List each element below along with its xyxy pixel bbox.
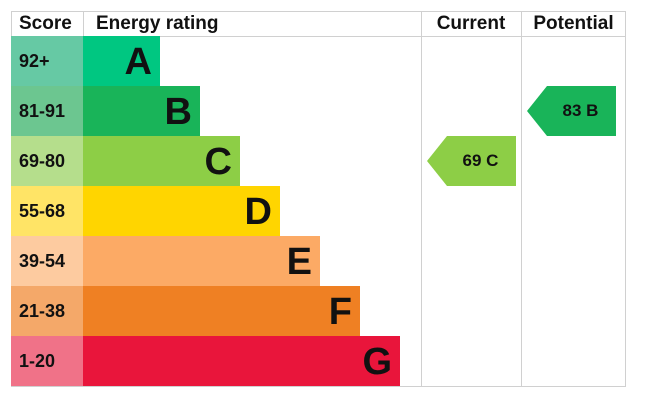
header-energy-rating: Energy rating (96, 13, 219, 34)
score-range-a: 92+ (11, 36, 83, 86)
header-score: Score (19, 13, 72, 34)
score-range-b: 81-91 (11, 86, 83, 136)
score-range-c: 69-80 (11, 136, 83, 186)
divider-potential (521, 11, 522, 387)
rating-bar-g: G (83, 336, 400, 386)
score-range-g: 1-20 (11, 336, 83, 386)
header-bottom (11, 36, 626, 37)
score-range-f: 21-38 (11, 286, 83, 336)
rating-bar-f: F (83, 286, 360, 336)
divider-current (421, 11, 422, 387)
rating-bar-d: D (83, 186, 280, 236)
rating-bar-a: A (83, 36, 160, 86)
rating-bar-c: C (83, 136, 240, 186)
rating-bar-b: B (83, 86, 200, 136)
border-right (625, 11, 626, 387)
current-rating-arrow: 69 C (427, 136, 516, 186)
potential-rating-arrow: 83 B (527, 86, 616, 136)
header-potential: Potential (533, 13, 614, 34)
border-top (11, 11, 626, 12)
rating-bar-e: E (83, 236, 320, 286)
score-range-e: 39-54 (11, 236, 83, 286)
divider-score (83, 11, 84, 36)
border-bottom (11, 386, 626, 387)
header-current: Current (436, 13, 506, 34)
score-range-d: 55-68 (11, 186, 83, 236)
